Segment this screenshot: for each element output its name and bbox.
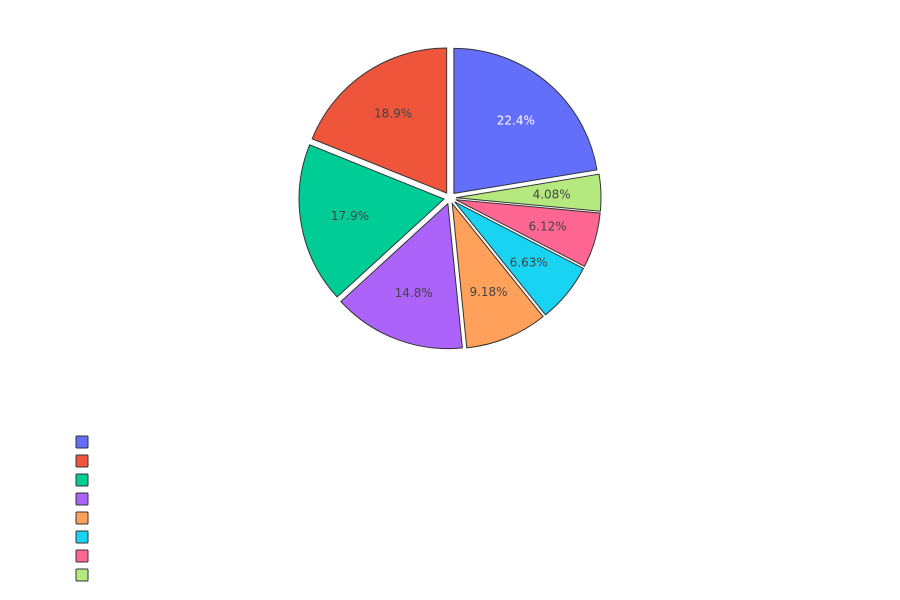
pie-slice[interactable] — [453, 47, 598, 195]
slice-percent-label: 4.08% — [533, 187, 571, 201]
legend-swatch[interactable] — [75, 492, 89, 506]
slice-percent-label: 14.8% — [395, 286, 433, 300]
legend-swatch[interactable] — [75, 549, 89, 563]
legend — [75, 435, 89, 582]
pie-slice[interactable] — [454, 201, 585, 316]
legend-swatch[interactable] — [75, 530, 89, 544]
pie-slice[interactable] — [455, 173, 602, 212]
legend-swatch[interactable] — [75, 454, 89, 468]
legend-swatch[interactable] — [75, 435, 89, 449]
legend-swatch[interactable] — [75, 568, 89, 582]
pie-slice[interactable] — [451, 201, 544, 349]
slice-percent-label: 17.9% — [331, 209, 369, 223]
pie-slice[interactable] — [298, 144, 446, 298]
pie-slice[interactable] — [311, 47, 448, 194]
legend-swatch[interactable] — [75, 511, 89, 525]
legend-swatch[interactable] — [75, 473, 89, 487]
slice-percent-label: 18.9% — [374, 107, 412, 121]
slice-percent-label: 22.4% — [497, 113, 535, 127]
pie-slice[interactable] — [340, 202, 463, 350]
pie-labels: 22.4% 4.08% 6.12% 6.63% 9.18% 14.8% 17.9% 18.9% — [331, 107, 571, 300]
slice-percent-label: 6.63% — [510, 255, 548, 269]
pie-slices — [298, 47, 602, 350]
pie-slice[interactable] — [455, 199, 601, 267]
slice-percent-label: 6.12% — [529, 220, 567, 234]
slice-percent-label: 9.18% — [469, 285, 507, 299]
